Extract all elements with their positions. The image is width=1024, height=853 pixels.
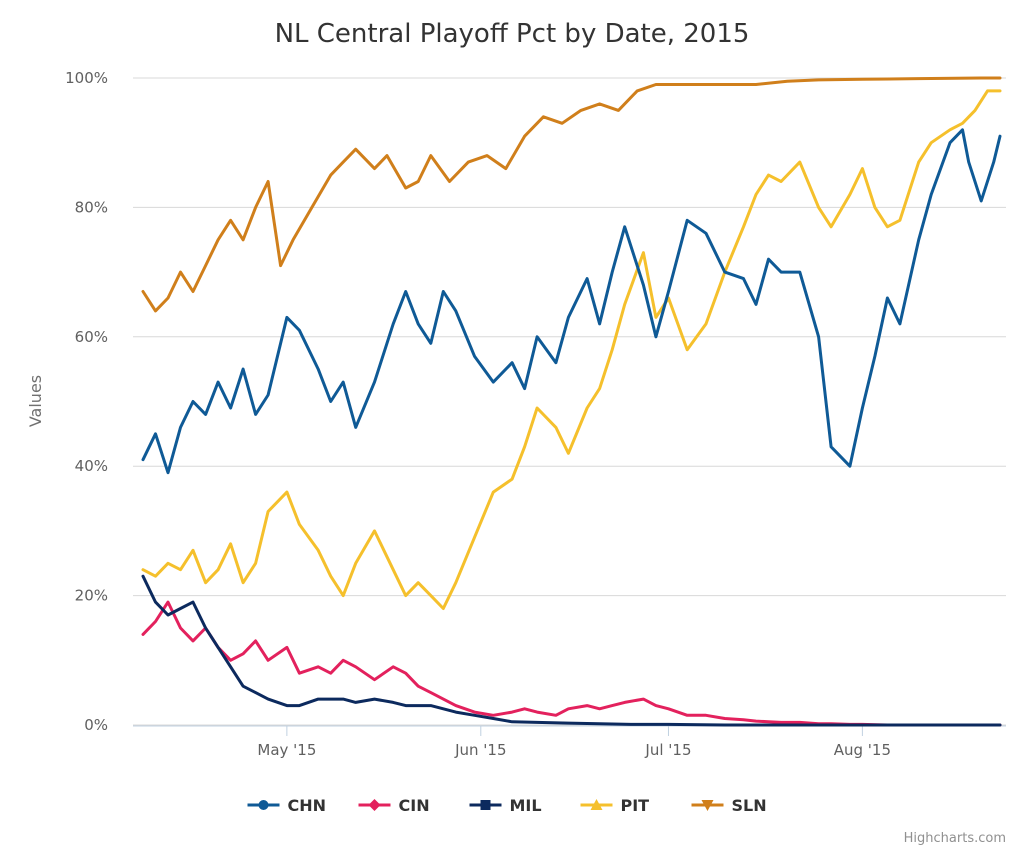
series-line-chn[interactable] xyxy=(141,128,1002,475)
y-tick-label: 20% xyxy=(75,587,108,605)
legend-label: PIT xyxy=(621,796,650,815)
chart-title: NL Central Playoff Pct by Date, 2015 xyxy=(275,19,750,49)
y-tick-label: 80% xyxy=(75,198,108,216)
series-line-mil[interactable] xyxy=(141,574,1002,727)
series-line-sln[interactable] xyxy=(141,76,1002,313)
legend-label: SLN xyxy=(732,796,767,815)
y-axis-title: Values xyxy=(26,375,45,427)
legend-item-sln[interactable]: SLN xyxy=(691,796,767,815)
credits[interactable]: Highcharts.com xyxy=(904,831,1006,846)
x-tick-label: Jun '15 xyxy=(454,741,506,759)
x-tick-label: May '15 xyxy=(257,741,316,759)
x-axis: May '15 Jun '15 Jul '15 Aug '15 xyxy=(133,725,1006,759)
legend-marker-cin xyxy=(368,799,381,811)
legend-marker-chn xyxy=(258,800,269,810)
legend: CHN CIN MIL PIT SLN xyxy=(247,796,767,815)
y-tick-label: 0% xyxy=(84,716,108,734)
y-tick-label: 40% xyxy=(75,457,108,475)
legend-marker-mil xyxy=(480,800,491,810)
y-tick-label: 60% xyxy=(75,328,108,346)
series-line-cin[interactable] xyxy=(141,600,1002,727)
series-group xyxy=(141,76,1002,727)
legend-marker-sln xyxy=(701,800,714,811)
legend-item-pit[interactable]: PIT xyxy=(580,796,650,815)
legend-item-chn[interactable]: CHN xyxy=(247,796,327,815)
legend-label: CIN xyxy=(399,796,430,815)
legend-label: MIL xyxy=(510,796,542,815)
x-tick-label: Jul '15 xyxy=(644,741,691,759)
legend-item-cin[interactable]: CIN xyxy=(358,796,430,815)
legend-item-mil[interactable]: MIL xyxy=(469,796,542,815)
y-tick-label: 100% xyxy=(65,69,108,87)
y-axis: 0% 20% 40% 60% 80% 100% xyxy=(65,69,108,734)
series-line-pit[interactable] xyxy=(141,89,1002,610)
x-tick-label: Aug '15 xyxy=(834,741,891,759)
legend-marker-pit xyxy=(590,799,603,810)
legend-label: CHN xyxy=(288,796,327,815)
